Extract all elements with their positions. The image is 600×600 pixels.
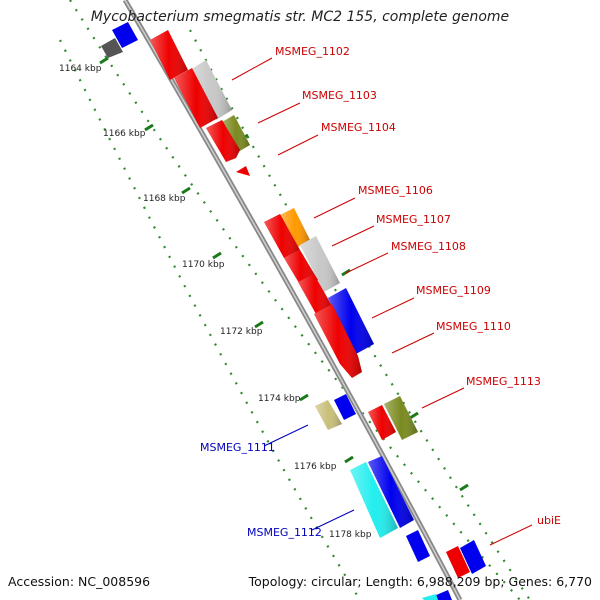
- accession-text: Accession: NC_008596: [8, 574, 151, 589]
- tick-label-1168: 1168 kbp: [143, 194, 186, 204]
- label-msmeg-1106[interactable]: MSMEG_1106: [358, 184, 433, 197]
- gene-blue-ubie[interactable]: [460, 540, 486, 574]
- tick-track-inner-left: [59, 39, 361, 600]
- gene-top-dark[interactable]: [101, 38, 123, 58]
- gene-features: [101, 22, 486, 600]
- gene-blue-lower[interactable]: [406, 530, 430, 562]
- label-ubie[interactable]: ubiE: [537, 514, 561, 527]
- gene-small-red[interactable]: [236, 166, 250, 176]
- label-msmeg-1109[interactable]: MSMEG_1109: [416, 284, 491, 297]
- tick-label-1164: 1164 kbp: [59, 64, 102, 74]
- tick-label-1172: 1172 kbp: [220, 327, 263, 337]
- tick-label-1170: 1170 kbp: [182, 260, 225, 270]
- page-title: Mycobacterium smegmatis str. MC2 155, co…: [90, 9, 510, 25]
- tick-label-1174: 1174 kbp: [258, 394, 301, 404]
- leader-lines-forward: [231, 57, 533, 546]
- label-msmeg-1112[interactable]: MSMEG_1112: [247, 526, 322, 539]
- label-msmeg-1113[interactable]: MSMEG_1113: [466, 375, 541, 388]
- gene-red-ubie[interactable]: [446, 546, 470, 578]
- tick-track-right: [189, 29, 531, 600]
- gene-top-blue[interactable]: [112, 22, 138, 48]
- leader-lines-reverse: [263, 424, 355, 531]
- label-msmeg-1107[interactable]: MSMEG_1107: [376, 213, 451, 226]
- topology-text: Topology: circular; Length: 6,988,209 bp…: [248, 574, 592, 589]
- label-msmeg-1103[interactable]: MSMEG_1103: [302, 89, 377, 102]
- label-msmeg-1111[interactable]: MSMEG_1111: [200, 441, 275, 454]
- label-msmeg-1104[interactable]: MSMEG_1104: [321, 121, 396, 134]
- tick-marks: [99, 56, 469, 534]
- label-msmeg-1108[interactable]: MSMEG_1108: [391, 240, 466, 253]
- gene-blue-small[interactable]: [334, 394, 356, 420]
- label-msmeg-1102[interactable]: MSMEG_1102: [275, 45, 350, 58]
- label-msmeg-1110[interactable]: MSMEG_1110: [436, 320, 511, 333]
- tick-label-1178: 1178 kbp: [329, 530, 372, 540]
- tick-label-1176: 1176 kbp: [294, 462, 337, 472]
- tick-label-1166: 1166 kbp: [103, 129, 146, 139]
